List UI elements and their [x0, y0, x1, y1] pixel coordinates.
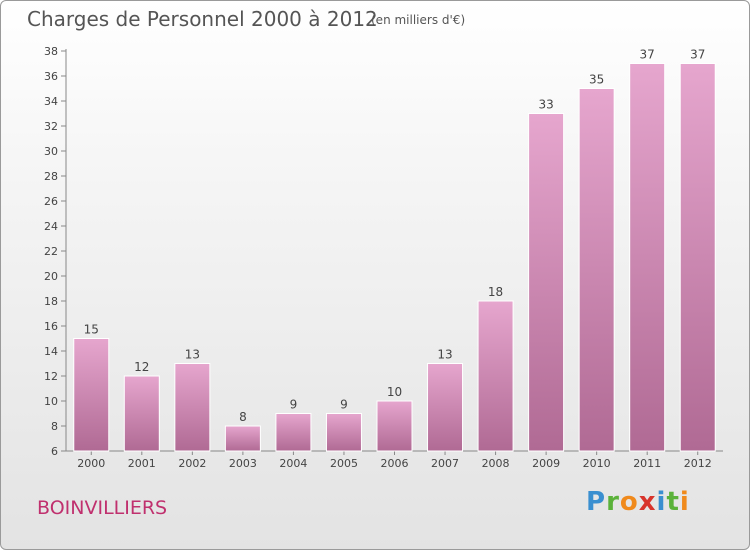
x-tick-label: 2003	[229, 457, 257, 470]
bar-2011	[629, 63, 666, 452]
y-tick-label: 18	[44, 295, 58, 308]
bar-2010	[578, 88, 615, 452]
y-tick-label: 20	[44, 270, 58, 283]
y-tick-label: 22	[44, 245, 58, 258]
x-tick-label: 2000	[77, 457, 105, 470]
y-tick-label: 16	[44, 320, 58, 333]
bar-value-label: 35	[589, 73, 604, 87]
bar-2005	[325, 413, 362, 452]
y-tick-label: 26	[44, 195, 58, 208]
bar-value-label: 9	[340, 398, 348, 412]
bar-2003	[224, 425, 261, 452]
place-name: BOINVILLIERS	[37, 497, 168, 519]
y-tick-label: 36	[44, 70, 58, 83]
bar-2008	[477, 300, 514, 452]
bar-2004	[275, 413, 312, 452]
chart-subtitle: (en milliers d'€)	[371, 13, 466, 27]
x-tick-label: 2008	[482, 457, 510, 470]
bar-value-label: 33	[538, 98, 553, 112]
y-tick-label: 38	[44, 45, 58, 58]
y-tick-label: 30	[44, 145, 58, 158]
bars-group: 15 12 13 8 9 9 10 13 18 33 35 37 37	[73, 48, 716, 452]
chart-title: Charges de Personnel 2000 à 2012	[27, 7, 378, 31]
x-tick-label: 2011	[633, 457, 661, 470]
bar-2012	[679, 63, 716, 452]
proxiti-logo: Proxiti	[586, 487, 690, 517]
x-tick-label: 2001	[128, 457, 156, 470]
x-tick-label: 2002	[178, 457, 206, 470]
bar-value-label: 37	[690, 48, 705, 62]
bar-value-label: 10	[387, 385, 402, 399]
y-tick-label: 32	[44, 120, 58, 133]
x-tick-label: 2005	[330, 457, 358, 470]
y-tick-label: 24	[44, 220, 58, 233]
y-tick-label: 12	[44, 370, 58, 383]
x-tick-label: 2009	[532, 457, 560, 470]
x-tick-label: 2006	[381, 457, 409, 470]
x-tick-label: 2004	[279, 457, 307, 470]
bar-value-label: 18	[488, 285, 503, 299]
bar-value-label: 13	[437, 348, 452, 362]
bar-2002	[174, 363, 211, 452]
x-tick-label: 2012	[684, 457, 712, 470]
bar-2000	[73, 338, 110, 452]
bar-2006	[376, 400, 413, 452]
bar-2009	[528, 113, 565, 452]
bar-value-label: 12	[134, 360, 149, 374]
bar-2007	[427, 363, 464, 452]
bar-value-label: 13	[185, 348, 200, 362]
y-tick-label: 10	[44, 395, 58, 408]
x-tick-label: 2010	[583, 457, 611, 470]
y-tick-label: 14	[44, 345, 58, 358]
y-tick-label: 8	[51, 420, 58, 433]
chart-axes: 6 8 10 12 14 16 18 20 22 24 26 28 30 32 34 36 38 2000 2001…	[44, 45, 723, 470]
bar-value-label: 15	[84, 323, 99, 337]
bar-value-label: 37	[640, 48, 655, 62]
bar-value-label: 8	[239, 410, 247, 424]
bar-value-label: 9	[290, 398, 298, 412]
bar-2001	[123, 375, 160, 452]
y-tick-label: 28	[44, 170, 58, 183]
y-tick-label: 6	[51, 445, 58, 458]
x-tick-label: 2007	[431, 457, 459, 470]
y-tick-label: 34	[44, 95, 58, 108]
